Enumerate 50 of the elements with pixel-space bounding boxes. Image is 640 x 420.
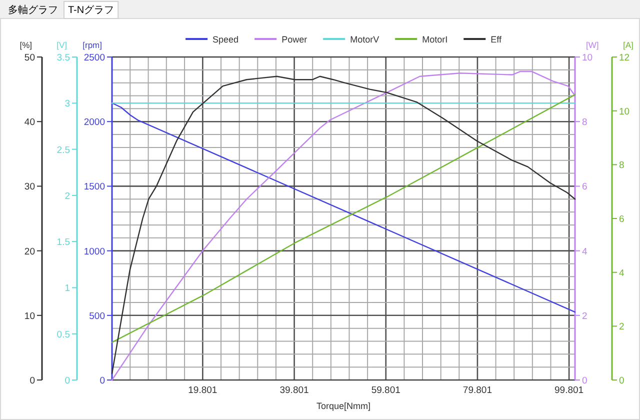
y2-tick-label: 2	[619, 322, 624, 333]
y2-tick-label: 0	[582, 376, 588, 386]
y2-tick-label: 6	[619, 214, 624, 225]
legend-label: MotorV	[350, 34, 380, 44]
y2-tick-label: 10	[582, 52, 593, 64]
y-tick-label: 1500	[84, 182, 105, 193]
y-axis-title: [%]	[20, 40, 32, 50]
x-tick-label: 59.801	[371, 385, 400, 396]
legend-label: Speed	[212, 34, 239, 44]
y-tick-label: 10	[24, 310, 35, 322]
y2-axis-title: [W]	[586, 40, 599, 50]
legend-label: Eff	[490, 34, 502, 44]
y2-tick-label: 4	[582, 246, 588, 258]
legend-label: MotorI	[422, 34, 448, 44]
y-tick-label: 1000	[84, 246, 105, 258]
x-tick-label: 99.801	[554, 385, 584, 396]
y2-tick-label: 6	[582, 182, 588, 193]
y2-tick-label: 8	[619, 160, 624, 172]
y-tick-label: 30	[24, 182, 35, 193]
y3-tick-label: 3	[64, 98, 70, 110]
y-tick-label: 20	[24, 246, 35, 258]
y2-tick-label: 0	[619, 376, 624, 386]
y2-tick-label: 4	[619, 268, 624, 279]
y3-tick-label: 2	[64, 190, 70, 202]
y3-tick-label: 1	[64, 283, 70, 294]
y-tick-label: 500	[89, 310, 105, 322]
y2-axis-title: [A]	[623, 40, 634, 50]
y3-tick-label: 0	[64, 376, 70, 386]
y2-tick-label: 8	[582, 117, 588, 128]
x-tick-label: 79.801	[462, 385, 492, 396]
y-tick-label: 50	[24, 52, 35, 64]
y2-tick-label: 12	[619, 52, 630, 64]
y-tick-label: 0	[100, 376, 105, 386]
y-tick-label: 0	[30, 376, 35, 386]
y-tick-label: 40	[24, 117, 35, 128]
y3-tick-label: 0.5	[56, 329, 70, 340]
y3-axis-title: [V]	[56, 40, 67, 50]
y2-tick-label: 2	[582, 310, 588, 322]
y3-tick-label: 3.5	[56, 52, 70, 64]
x-axis-title: Torque[Nmm]	[316, 401, 371, 411]
y-tick-label: 2000	[84, 117, 105, 128]
y2-tick-label: 10	[619, 106, 630, 118]
y-axis-title: [rpm]	[82, 40, 102, 50]
y3-tick-label: 1.5	[56, 237, 70, 248]
line-series	[111, 94, 576, 343]
y3-tick-label: 2.5	[56, 144, 70, 156]
y-tick-label: 2500	[84, 52, 105, 64]
x-tick-label: 39.801	[280, 385, 309, 396]
x-tick-label: 19.801	[188, 385, 218, 396]
legend-label: Power	[282, 34, 308, 44]
